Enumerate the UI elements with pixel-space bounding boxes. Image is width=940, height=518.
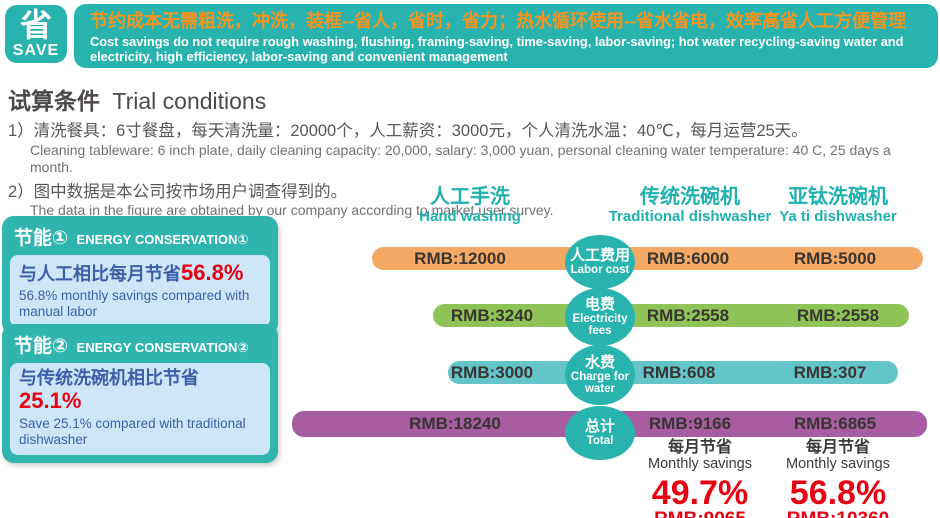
monthly-savings-yati-pct: 56.8% xyxy=(789,473,887,512)
energy-box-2-panel: 与传统洗碗机相比节省25.1% Save 25.1% compared with… xyxy=(10,363,270,456)
monthly-savings-traditional-rmb: RMB:9065 xyxy=(648,509,752,518)
column-header-yati-en: Ya ti dishwasher xyxy=(779,208,897,225)
energy-box-2-title-en: ENERGY CONSERVATION② xyxy=(76,340,249,355)
column-header-traditional-en: Traditional dishwasher xyxy=(608,208,772,225)
trial-item-1-en: Cleaning tableware: 6 inch plate, daily … xyxy=(30,141,891,176)
electricity-hand-washing-value: RMB:3240 xyxy=(450,306,534,325)
total-hand-washing-value: RMB:18240 xyxy=(409,414,501,433)
electricity-yati-value: RMB:2558 xyxy=(796,306,880,325)
electricity-badge-en: Electricity fees xyxy=(572,313,628,338)
labor-cost-yati-value: RMB:5000 xyxy=(793,249,877,268)
column-header-yati-zh: 亚钛洗碗机 xyxy=(787,186,888,208)
energy-box-1-panel: 与人工相比每月节省56.8% 56.8% monthly savings com… xyxy=(10,255,270,328)
labor-cost-traditional-value: RMB:6000 xyxy=(646,249,730,268)
monthly-savings-yati-en: Monthly savings xyxy=(786,455,890,472)
energy-box-2-title-zh: 节能② xyxy=(14,336,69,357)
column-header-yati-dishwasher: 亚钛洗碗机 Ya ti dishwasher xyxy=(779,186,897,225)
trial-item-2-zh: 2）图中数据是本公司按市场用户调查得到的。 xyxy=(8,182,348,201)
energy-conservation-box-2: 节能② ENERGY CONSERVATION② 与传统洗碗机相比节省25.1%… xyxy=(2,324,278,464)
column-header-hand-washing-zh: 人工手洗 xyxy=(430,186,510,208)
trial-item-2-en: The data in the figure are obtained by o… xyxy=(30,202,554,219)
header-banner: 节约成本无需粗洗，冲洗，装框--省人，省时，省力；热水循环使用--省水省电，效率… xyxy=(74,4,938,68)
energy-box-2-line: 与传统洗碗机相比节省25.1% xyxy=(19,368,261,413)
labor-cost-badge: 人工费用 Labor cost xyxy=(565,235,635,289)
energy-box-1-highlight: 56.8% xyxy=(181,260,244,285)
save-badge-zh: 省 xyxy=(19,6,52,43)
trial-item-1-zh: 1）清洗餐具：6寸餐盘，每天清洗量：20000个，人工薪资：3000元，个人清洗… xyxy=(8,122,808,140)
water-traditional-value: RMB:608 xyxy=(642,363,716,382)
electricity-badge-zh: 电费 xyxy=(584,295,615,313)
trial-item-1: 1）清洗餐具：6寸餐盘，每天清洗量：20000个，人工薪资：3000元，个人清洗… xyxy=(8,121,928,177)
water-badge-zh: 水费 xyxy=(584,353,615,371)
column-header-hand-washing: 人工手洗 Hand washing xyxy=(419,186,521,225)
labor-cost-badge-en: Labor cost xyxy=(570,264,630,277)
trial-conditions-section: 试算条件 Trial conditions 1）清洗餐具：6寸餐盘，每天清洗量：… xyxy=(8,82,928,220)
trial-title-zh: 试算条件 xyxy=(8,88,100,114)
save-badge: 省 SAVE xyxy=(5,5,67,63)
energy-box-2-line-zh: 与传统洗碗机相比节省 xyxy=(19,368,199,388)
monthly-savings-yati: 每月节省 Monthly savings 56.8% RMB:10360 xyxy=(786,439,890,518)
trial-conditions-title: 试算条件 Trial conditions xyxy=(8,82,928,116)
save-badge-en: SAVE xyxy=(12,41,60,59)
energy-box-1-title-en: ENERGY CONSERVATION① xyxy=(76,232,249,247)
bar-electricity-fees xyxy=(433,304,909,327)
monthly-savings-traditional-zh: 每月节省 xyxy=(667,439,732,456)
monthly-savings-traditional-pct: 49.7% xyxy=(651,473,749,512)
bar-water-charge xyxy=(448,361,898,384)
trial-item-2: 2）图中数据是本公司按市场用户调查得到的。 The data in the fi… xyxy=(8,182,928,220)
energy-box-1-title: 节能① ENERGY CONSERVATION① xyxy=(10,222,270,255)
energy-box-1-line: 与人工相比每月节省56.8% xyxy=(19,260,261,285)
monthly-savings-yati-zh: 每月节省 xyxy=(805,439,870,456)
total-badge-en: Total xyxy=(586,435,614,448)
total-traditional-value: RMB:9166 xyxy=(648,414,732,433)
energy-box-1-line-zh: 与人工相比每月节省 xyxy=(19,264,181,284)
energy-box-2-highlight: 25.1% xyxy=(19,387,82,413)
column-header-traditional-zh: 传统洗碗机 xyxy=(639,186,740,208)
water-charge-badge: 水费 Charge for water xyxy=(565,345,635,405)
water-yati-value: RMB:307 xyxy=(793,363,867,382)
labor-cost-badge-zh: 人工费用 xyxy=(569,246,630,264)
monthly-savings-yati-rmb: RMB:10360 xyxy=(786,509,890,518)
total-badge-zh: 总计 xyxy=(584,417,615,435)
total-yati-value: RMB:6865 xyxy=(793,414,877,433)
electricity-fees-badge: 电费 Electricity fees xyxy=(565,288,635,346)
banner-title-zh: 节约成本无需粗洗，冲洗，装框--省人，省时，省力；热水循环使用--省水省电，效率… xyxy=(90,11,906,31)
bar-labor-cost xyxy=(372,247,923,270)
energy-box-1-line-en: 56.8% monthly savings compared with manu… xyxy=(19,288,250,319)
energy-box-2-line-en: Save 25.1% compared with traditional dis… xyxy=(19,415,246,447)
labor-cost-hand-washing-value: RMB:12000 xyxy=(414,249,506,268)
total-badge: 总计 Total xyxy=(565,406,635,460)
energy-box-2-title: 节能② ENERGY CONSERVATION② xyxy=(10,330,270,363)
trial-title-en: Trial conditions xyxy=(112,88,267,114)
water-badge-en: Charge for water xyxy=(570,371,630,396)
energy-conservation-box-1: 节能① ENERGY CONSERVATION① 与人工相比每月节省56.8% … xyxy=(2,216,278,336)
electricity-traditional-value: RMB:2558 xyxy=(646,306,730,325)
banner-title-en: Cost savings do not require rough washin… xyxy=(90,33,904,64)
monthly-savings-traditional: 每月节省 Monthly savings 49.7% RMB:9065 xyxy=(648,439,752,518)
water-hand-washing-value: RMB:3000 xyxy=(450,363,534,382)
energy-box-1-title-zh: 节能① xyxy=(14,228,69,249)
column-header-hand-washing-en: Hand washing xyxy=(419,208,521,225)
monthly-savings-traditional-en: Monthly savings xyxy=(648,455,752,472)
column-header-traditional-dishwasher: 传统洗碗机 Traditional dishwasher xyxy=(609,186,772,225)
